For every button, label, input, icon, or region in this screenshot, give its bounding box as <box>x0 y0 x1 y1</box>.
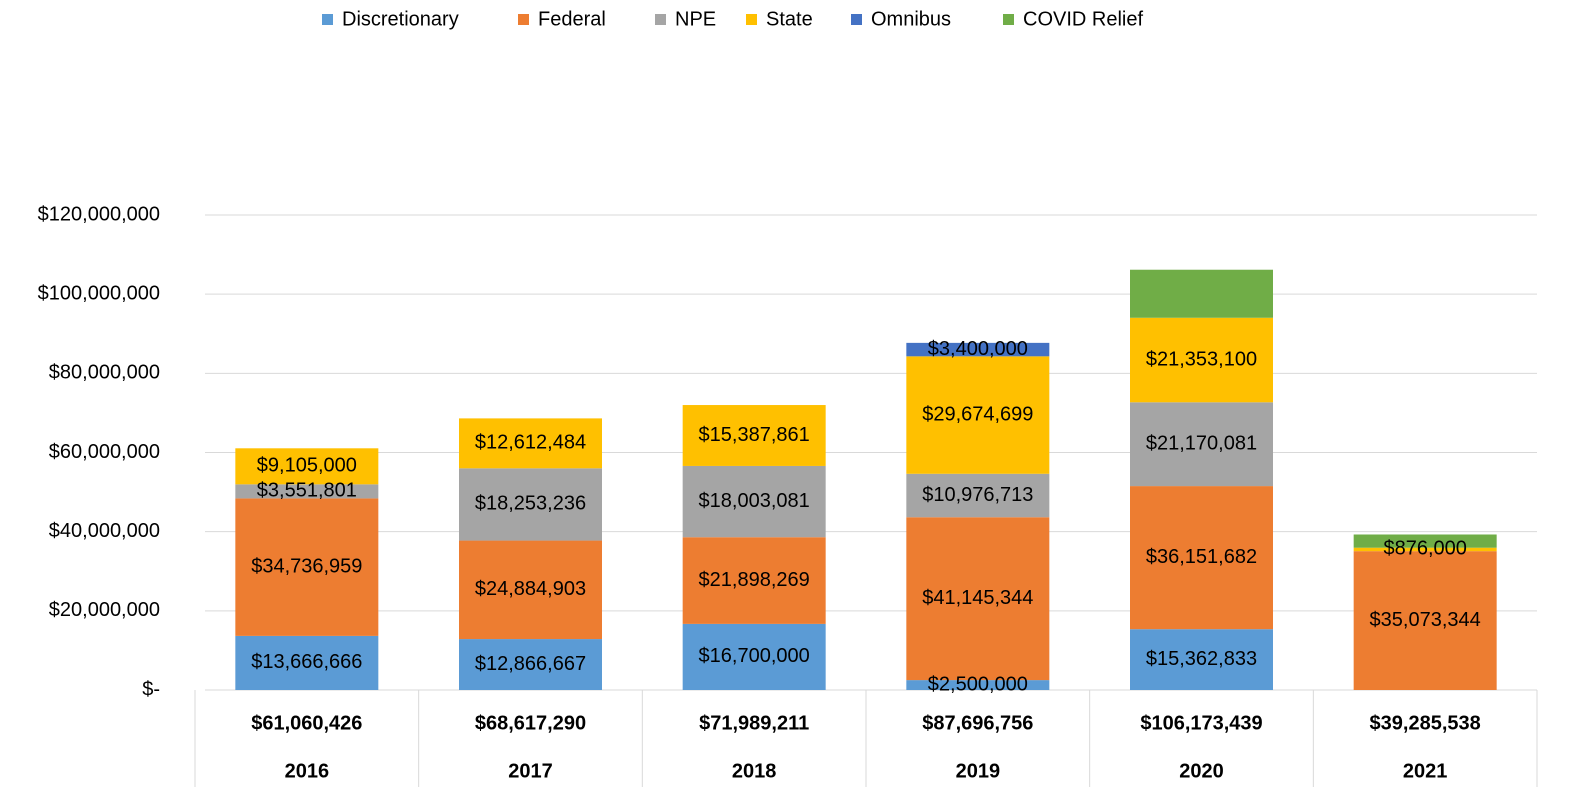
x-tick-label: 2021 <box>1403 760 1448 782</box>
data-label: $18,003,081 <box>699 490 810 512</box>
bar-segment <box>906 342 1050 357</box>
bar-segment <box>906 680 1050 690</box>
legend-swatch <box>322 14 333 25</box>
x-tick-label: 2017 <box>508 760 553 782</box>
bar-segment <box>1353 547 1497 552</box>
data-label: $3,400,000 <box>928 338 1028 360</box>
y-tick-label: $- <box>142 678 160 700</box>
y-tick-label: $20,000,000 <box>49 599 160 621</box>
legend-swatch <box>1003 14 1014 25</box>
x-tick-label: 2020 <box>1179 760 1224 782</box>
legend-swatch <box>746 14 757 25</box>
data-label: $15,362,833 <box>1146 648 1257 670</box>
bar-segment <box>459 540 602 640</box>
bar-segment <box>682 405 826 466</box>
bar-segment <box>1130 269 1273 318</box>
data-label: $12,612,484 <box>475 432 586 454</box>
bar-segment <box>1130 317 1273 403</box>
legend-swatch <box>518 14 529 25</box>
data-label: $13,666,666 <box>251 651 362 673</box>
legend-label: Omnibus <box>871 8 951 30</box>
bar-segment <box>682 537 826 624</box>
data-label: $21,353,100 <box>1146 348 1257 370</box>
total-label: $71,989,211 <box>699 712 809 734</box>
data-label: $12,866,667 <box>475 653 586 675</box>
total-label: $61,060,426 <box>251 712 362 734</box>
data-label: $876,000 <box>1383 538 1466 560</box>
data-label: $16,700,000 <box>699 645 810 667</box>
data-label: $21,170,081 <box>1146 432 1257 454</box>
data-label: $15,387,861 <box>699 424 810 446</box>
bar-segment <box>235 484 379 499</box>
data-label: $35,073,344 <box>1370 609 1481 631</box>
bar-segment <box>459 639 602 690</box>
bar-segment <box>1353 534 1497 548</box>
y-tick-label: $100,000,000 <box>38 282 160 304</box>
bar-segment <box>459 418 602 469</box>
bar-segment <box>906 356 1050 474</box>
data-label: $18,253,236 <box>475 493 586 515</box>
bar-segment <box>459 468 602 541</box>
bar-segment <box>235 635 379 690</box>
bar-segment <box>235 498 379 636</box>
y-tick-label: $40,000,000 <box>49 520 160 542</box>
y-tick-label: $60,000,000 <box>49 441 160 463</box>
data-label: $24,884,903 <box>475 578 586 600</box>
legend-swatch <box>655 14 666 25</box>
total-label: $87,696,756 <box>922 712 1033 734</box>
data-label: $34,736,959 <box>251 555 362 577</box>
data-label: $3,551,801 <box>257 480 357 502</box>
bar-segment <box>682 465 826 538</box>
data-label: $21,898,269 <box>699 569 810 591</box>
x-tick-label: 2018 <box>732 760 777 782</box>
total-label: $39,285,538 <box>1370 712 1481 734</box>
data-label: $10,976,713 <box>922 484 1033 506</box>
legend-label: Federal <box>538 8 606 30</box>
data-label: $36,151,682 <box>1146 546 1257 568</box>
legend-label: NPE <box>675 8 716 30</box>
data-label: $41,145,344 <box>922 587 1033 609</box>
bar-segment <box>1130 629 1273 690</box>
bar-segment <box>1130 402 1273 487</box>
bar-segment <box>235 448 379 485</box>
bar-segment <box>1130 486 1273 630</box>
data-label: $2,500,000 <box>928 673 1028 695</box>
bar-segment <box>906 517 1050 681</box>
legend-label: Discretionary <box>342 8 459 30</box>
bar-segment <box>906 473 1050 518</box>
bar-segment <box>682 623 826 690</box>
legend-swatch <box>851 14 862 25</box>
bar-segment <box>1353 551 1497 690</box>
x-tick-label: 2019 <box>956 760 1001 782</box>
y-tick-label: $120,000,000 <box>38 203 160 225</box>
data-label: $29,674,699 <box>922 403 1033 425</box>
total-label: $106,173,439 <box>1140 712 1262 734</box>
legend-label: COVID Relief <box>1023 8 1143 30</box>
y-tick-label: $80,000,000 <box>49 362 160 384</box>
x-tick-label: 2016 <box>285 760 330 782</box>
total-label: $68,617,290 <box>475 712 586 734</box>
data-label: $9,105,000 <box>257 455 357 477</box>
legend-label: State <box>766 8 813 30</box>
